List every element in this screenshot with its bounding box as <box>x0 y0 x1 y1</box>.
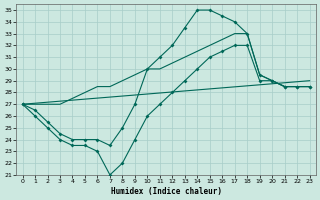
X-axis label: Humidex (Indice chaleur): Humidex (Indice chaleur) <box>111 187 221 196</box>
